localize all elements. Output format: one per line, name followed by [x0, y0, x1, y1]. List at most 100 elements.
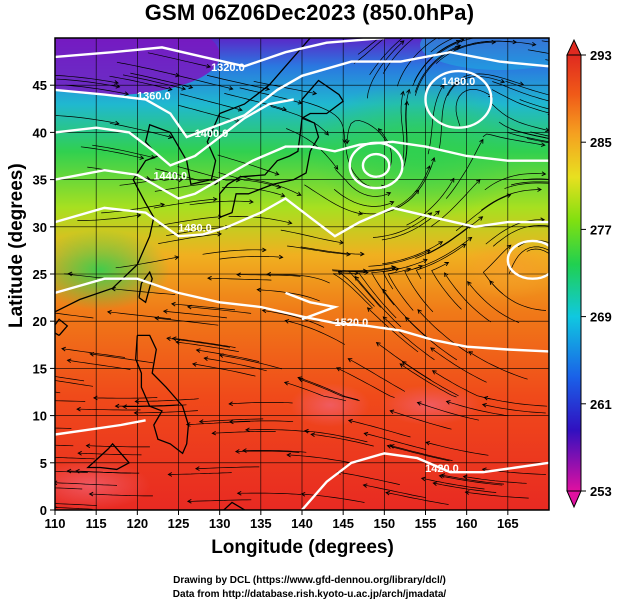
streamline — [354, 276, 402, 328]
streamline-arrow — [438, 474, 444, 479]
streamline — [119, 178, 183, 186]
y-tick-label: 5 — [40, 456, 47, 471]
streamline — [427, 216, 483, 255]
streamline-arrow — [426, 27, 430, 30]
streamline-arrow — [134, 399, 140, 404]
streamline-arrow — [300, 491, 306, 497]
streamline-arrow — [467, 280, 472, 286]
streamline — [484, 173, 546, 191]
x-tick-label: 135 — [250, 516, 272, 531]
streamline-arrow — [188, 84, 194, 90]
streamline — [387, 268, 414, 311]
streamline — [55, 400, 86, 402]
streamline-arrow — [24, 469, 28, 473]
streamline — [367, 40, 405, 99]
streamline-arrow — [456, 44, 462, 49]
streamline-arrow — [400, 90, 405, 96]
streamline-arrow — [431, 370, 437, 375]
streamline — [111, 288, 176, 295]
streamline-arrow — [556, 138, 560, 142]
streamline-arrow — [377, 128, 383, 133]
streamline — [491, 103, 549, 131]
streamline — [55, 75, 119, 84]
streamline — [61, 348, 125, 358]
streamline-arrow — [194, 466, 200, 471]
streamline — [390, 410, 452, 430]
streamline — [369, 38, 403, 76]
streamline — [235, 450, 300, 453]
streamline — [115, 404, 180, 407]
streamline — [171, 303, 236, 311]
streamline-arrow — [195, 348, 201, 353]
y-tick-label: 0 — [40, 503, 47, 518]
streamline — [75, 470, 140, 474]
streamline-arrow — [444, 262, 450, 267]
streamline-arrow — [22, 399, 26, 403]
streamline-arrow — [31, 455, 35, 459]
contour-labels: 1320.0 1360.0 1400.0 1440.0 1480.0 1520.0 1480… — [137, 62, 475, 475]
streamline-arrow — [237, 107, 243, 112]
streamline — [55, 482, 118, 486]
streamline — [253, 80, 317, 94]
colorbar-tick-label: 293 — [590, 48, 612, 63]
streamline — [77, 214, 141, 221]
streamline — [55, 391, 61, 394]
streamline-arrow — [389, 409, 395, 415]
colorbar-tick-label: 261 — [590, 397, 612, 412]
streamline-arrow — [506, 244, 512, 250]
streamline-arrow — [160, 202, 166, 208]
streamline — [430, 347, 487, 383]
streamline-arrow — [391, 265, 397, 270]
streamline-arrow — [389, 444, 395, 449]
streamline — [526, 138, 549, 144]
streamline-arrow — [479, 138, 484, 144]
colorbar-tick-label: 277 — [590, 222, 612, 237]
streamline-arrow — [67, 271, 73, 277]
streamline-arrow — [217, 231, 222, 237]
contour-line — [55, 38, 385, 68]
streamline — [287, 454, 351, 464]
x-tick-label: 110 — [45, 516, 66, 531]
streamline — [364, 432, 427, 450]
streamline — [116, 61, 180, 77]
streamline-arrow — [427, 212, 433, 217]
streamline — [381, 210, 440, 241]
streamline — [229, 420, 294, 423]
x-tick-label: 155 — [415, 516, 437, 531]
streamline — [435, 41, 496, 64]
streamline — [202, 249, 266, 255]
streamline — [304, 430, 368, 443]
streamline — [178, 104, 240, 123]
contour-label: 1520.0 — [335, 317, 369, 329]
streamline — [519, 99, 549, 110]
streamline-arrow — [284, 319, 290, 324]
streamline — [297, 377, 359, 401]
streamline — [123, 74, 186, 90]
streamline — [270, 106, 329, 136]
coastline — [135, 334, 190, 455]
x-tick-label: 125 — [168, 516, 190, 531]
streamline-arrow — [19, 485, 23, 489]
streamline — [55, 380, 94, 387]
streamline — [192, 363, 256, 377]
chart-title: GSM 06Z06Dec2023 (850.0hPa) — [144, 0, 475, 25]
streamline-arrow — [335, 367, 341, 372]
streamline — [280, 229, 344, 244]
streamline — [339, 272, 375, 307]
streamline — [417, 402, 479, 421]
contour-line — [55, 197, 549, 238]
streamline — [65, 84, 129, 95]
streamline — [55, 506, 58, 508]
streamline-arrow — [234, 449, 240, 454]
streamline-arrow — [414, 189, 420, 195]
streamline-arrow — [425, 440, 431, 446]
coastlines — [55, 38, 345, 510]
streamline-arrow — [8, 426, 12, 430]
streamline-arrow — [185, 422, 191, 427]
streamline — [387, 445, 450, 462]
y-tick-label: 10 — [33, 409, 47, 424]
streamline — [245, 429, 310, 433]
streamline-arrow — [500, 78, 506, 84]
contour-line — [55, 50, 549, 139]
streamline-arrow — [122, 404, 127, 409]
